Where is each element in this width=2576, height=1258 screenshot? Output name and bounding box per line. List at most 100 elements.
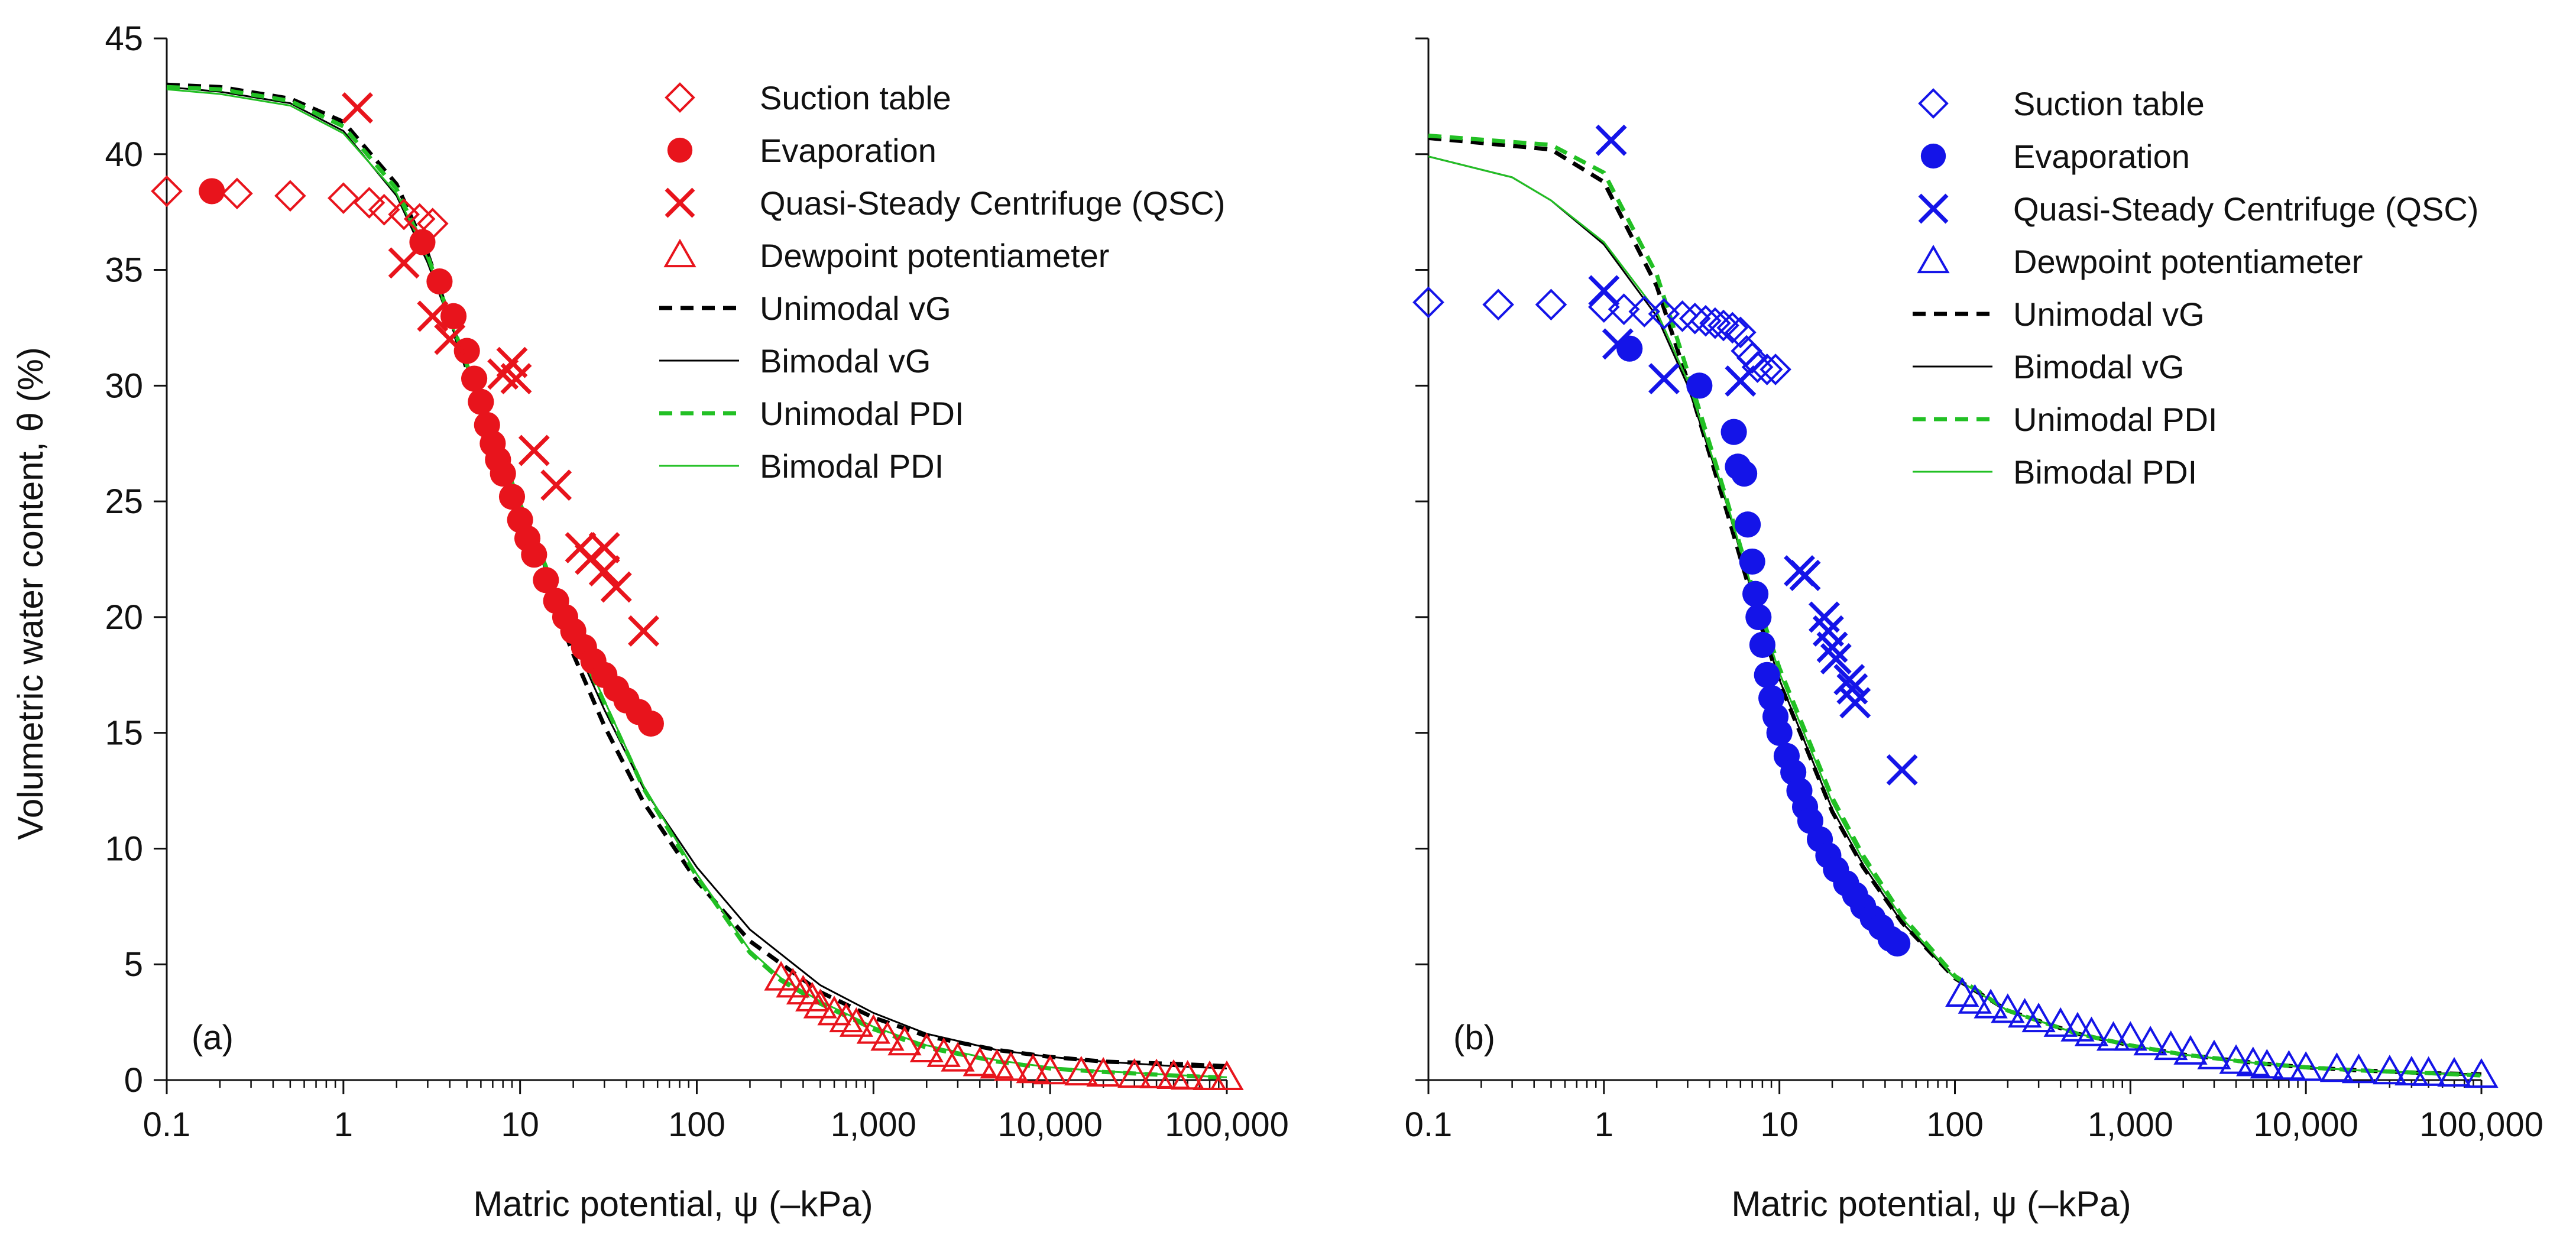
data-point <box>221 177 253 210</box>
panel-a: 0 5 10 15 20 25 30 35 40 45 0.1 1 10 100 1,000 10,000 10… <box>105 20 1288 1224</box>
data-point <box>2411 1056 2446 1086</box>
data-point <box>498 484 526 510</box>
x-tick-label: 0.1 <box>143 1105 191 1144</box>
data-point <box>1139 1058 1174 1088</box>
y-tick-label: 5 <box>124 945 143 984</box>
data-point <box>1690 304 1722 337</box>
legend-label: Unimodal vG <box>760 290 951 327</box>
data-point <box>795 981 829 1011</box>
x-axis-title: Matric potential, ψ (–kPa) <box>473 1184 873 1224</box>
data-point <box>1616 335 1643 362</box>
data-point <box>1707 309 1739 342</box>
data-point <box>1588 275 1620 307</box>
data-point <box>2173 1035 2208 1065</box>
legend-label: Bimodal vG <box>760 342 931 380</box>
y-tick-label: 30 <box>105 367 143 405</box>
series-quasi-steady-centrifuge-qsc- <box>342 92 660 647</box>
data-point <box>870 1021 905 1051</box>
data-point <box>426 268 453 295</box>
panel-label: (b) <box>1453 1019 1495 1057</box>
legend-label: Unimodal vG <box>2013 296 2205 333</box>
y-tick-label: 0 <box>124 1061 143 1100</box>
data-point <box>963 1046 997 1077</box>
data-point <box>2464 1058 2499 1088</box>
data-point <box>2113 1021 2147 1051</box>
data-point <box>2197 1039 2231 1069</box>
data-point <box>1958 984 1992 1014</box>
x-tick-label: 1,000 <box>2088 1105 2173 1144</box>
x-tick-label: 1,000 <box>831 1105 916 1144</box>
legend-label: Quasi-Steady Centrifuge (QSC) <box>2013 190 2478 228</box>
data-point <box>994 1051 1028 1081</box>
data-point <box>1193 1060 1227 1090</box>
data-point <box>417 300 449 332</box>
x-tick-label: 1 <box>1595 1105 1613 1144</box>
data-point <box>2154 1030 2188 1061</box>
curve-bimodal-pdi <box>166 88 1227 1078</box>
data-point <box>342 92 373 124</box>
x-tick-label: 100 <box>668 1105 725 1144</box>
data-point <box>1833 664 1865 696</box>
data-point <box>453 338 480 364</box>
data-point <box>353 187 385 219</box>
y-tick-label: 20 <box>105 598 143 637</box>
x-tick-label: 100 <box>1926 1105 1984 1144</box>
data-point <box>1886 754 1918 786</box>
legend-label: Evaporation <box>760 132 937 169</box>
data-point <box>274 180 306 212</box>
data-point <box>1760 354 1791 385</box>
legend-marker <box>665 187 695 218</box>
legend-label: Unimodal PDI <box>2013 401 2217 438</box>
legend-label: Bimodal PDI <box>760 448 944 485</box>
data-point <box>1679 302 1711 335</box>
data-point <box>1648 363 1680 395</box>
data-point <box>1991 993 2025 1023</box>
data-point <box>2021 1002 2056 1033</box>
legend-label: Suction table <box>2013 85 2205 122</box>
data-point <box>1766 719 1793 746</box>
data-point <box>1086 1056 1120 1087</box>
data-point <box>1735 511 1761 538</box>
series-evaporation <box>1616 335 1911 957</box>
data-point <box>199 178 225 205</box>
legend-label: Quasi-Steady Centrifuge (QSC) <box>760 184 1225 222</box>
x-tick-label: 10 <box>1760 1105 1799 1144</box>
data-point <box>1064 1056 1099 1086</box>
legend-marker <box>1920 143 1946 169</box>
x-tick-label: 10 <box>501 1105 539 1144</box>
data-point <box>461 365 488 392</box>
data-point <box>540 469 572 501</box>
data-point <box>2060 1011 2095 1042</box>
data-point <box>1033 1055 1067 1085</box>
y-tick-label: 15 <box>105 714 143 753</box>
data-point <box>2341 1053 2376 1084</box>
data-point <box>328 182 359 215</box>
data-point <box>1716 312 1749 344</box>
data-point <box>803 988 838 1019</box>
data-point <box>2289 1051 2323 1081</box>
y-tick-label: 45 <box>105 20 143 58</box>
y-tick-label: 35 <box>105 251 143 290</box>
data-point <box>521 542 547 568</box>
data-point <box>1482 288 1514 321</box>
data-point <box>887 1026 922 1056</box>
data-point <box>1535 288 1567 321</box>
data-point <box>388 247 420 279</box>
data-point <box>440 303 467 329</box>
data-point <box>1724 316 1757 349</box>
data-point <box>1412 286 1444 319</box>
data-point <box>2319 1052 2354 1082</box>
data-point <box>1686 372 1713 399</box>
data-point <box>468 388 494 415</box>
data-point <box>2043 1007 2078 1037</box>
data-point <box>1210 1060 1244 1090</box>
data-point <box>1725 365 1757 397</box>
y-tick-label: 25 <box>105 482 143 521</box>
y-tick-label: 10 <box>105 829 143 868</box>
x-tick-label: 10,000 <box>2253 1105 2358 1144</box>
data-point <box>434 323 466 355</box>
data-point <box>2394 1056 2429 1086</box>
data-point <box>1602 328 1634 360</box>
data-point <box>1648 298 1680 330</box>
legend-label: Suction table <box>760 79 951 116</box>
